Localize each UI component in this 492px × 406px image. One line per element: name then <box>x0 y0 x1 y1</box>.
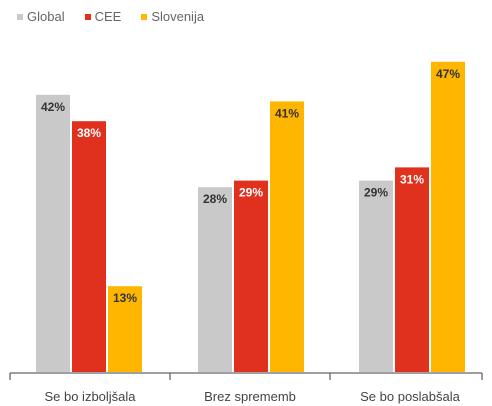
legend-label-cee: CEE <box>94 9 122 24</box>
data-label-cee-brez-sprememb: 29% <box>239 186 263 200</box>
data-label-slovenija-se-bo-poslabsala: 47% <box>436 67 460 81</box>
x-tick-label-se-bo-izboljsala: Se bo izboljšala <box>44 389 136 404</box>
legend-swatch-global <box>17 13 23 20</box>
legend-item-slovenija: Slovenija <box>141 9 204 24</box>
bar-slovenija-brez-sprememb <box>270 101 304 373</box>
bar-slovenija-se-bo-izboljsala <box>108 286 142 372</box>
x-tick-label-brez-sprememb: Brez sprememb <box>204 389 296 404</box>
legend-label-global: Global <box>27 9 65 24</box>
legend: Global CEE Slovenija <box>17 9 204 24</box>
legend-label-slovenija: Slovenija <box>151 9 205 24</box>
data-label-global-se-bo-izboljsala: 42% <box>41 100 65 114</box>
bar-cee-se-bo-izboljsala <box>72 121 106 372</box>
bar-cee-se-bo-poslabsala <box>395 167 429 372</box>
data-label-global-se-bo-poslabsala: 29% <box>364 186 388 200</box>
x-tick-label-se-bo-poslabsala: Se bo poslabšala <box>360 389 461 404</box>
data-label-cee-se-bo-izboljsala: 38% <box>77 126 101 140</box>
bar-global-se-bo-poslabsala <box>359 180 393 372</box>
legend-item-cee: CEE <box>84 9 122 24</box>
data-label-slovenija-brez-sprememb: 41% <box>275 106 299 120</box>
bar-slovenija-se-bo-poslabsala <box>431 61 465 373</box>
bar-cee-brez-sprememb <box>234 180 268 372</box>
data-label-cee-se-bo-poslabsala: 31% <box>400 172 424 186</box>
data-label-global-brez-sprememb: 28% <box>203 192 227 206</box>
bar-global-se-bo-izboljsala <box>36 94 70 373</box>
data-label-slovenija-se-bo-izboljsala: 13% <box>113 291 137 305</box>
legend-swatch-cee <box>84 13 91 20</box>
legend-swatch-slovenija <box>141 13 148 20</box>
legend-item-global: Global <box>17 9 65 24</box>
bar-global-brez-sprememb <box>198 187 232 372</box>
